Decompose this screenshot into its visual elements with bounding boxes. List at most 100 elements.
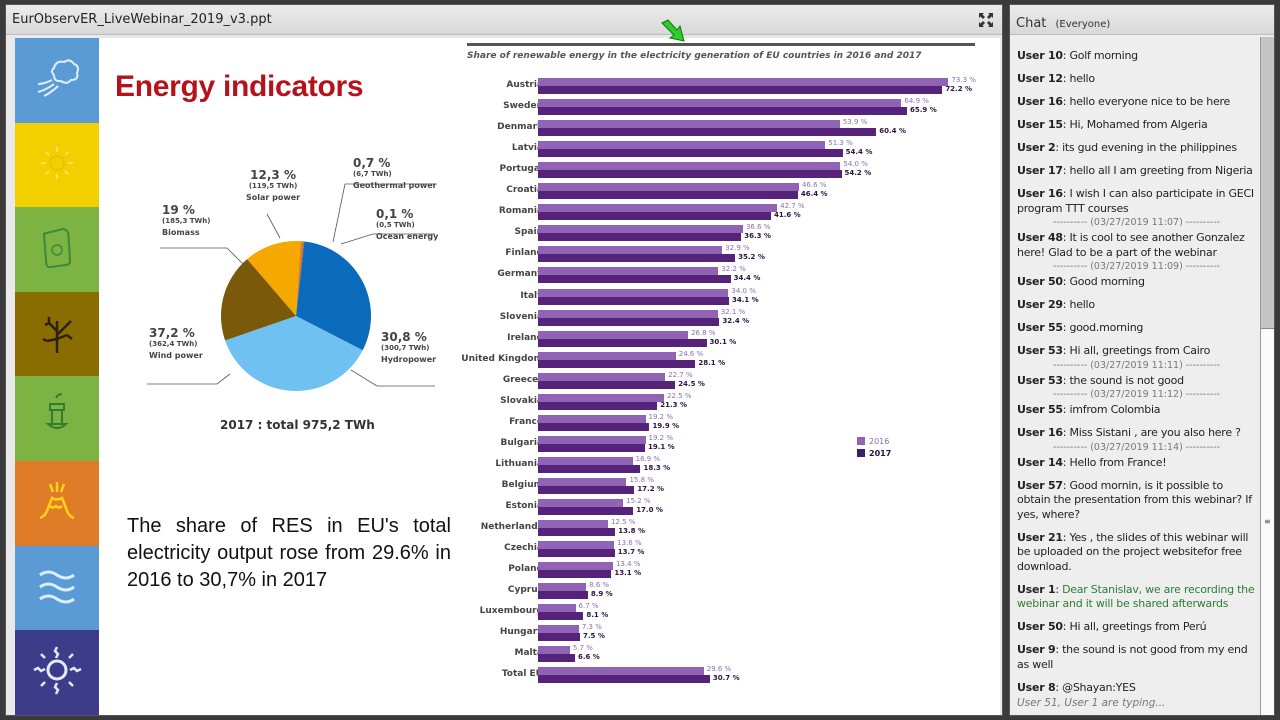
pie-leader-line [160,247,246,267]
bar-category-label: Netherlands [480,522,543,533]
chat-scope[interactable]: (Everyone) [1055,19,1111,30]
bar-value-2016: 73.3 % [951,76,976,84]
chat-message-text: Golf morning [1069,49,1138,62]
pie-leader-line [350,369,435,387]
typing-indicator: User 51, User 1 are typing... [1017,697,1166,709]
chat-scrollbar[interactable]: ≡ [1260,37,1274,715]
bar-value-2016: 15.2 % [626,497,651,505]
chat-message-user: User 10 [1017,49,1063,62]
legend-item-2017: 2017 [857,447,891,459]
bar-value-2016: 32.2 % [721,265,746,274]
chat-message-text: @Shayan:YES [1062,680,1136,694]
bar-value-2016: 6.7 % [578,602,599,611]
bar-2017 [538,170,842,179]
chat-message: User 1: Dear Stanislav, we are recording… [1017,582,1255,611]
bar-row-slovakia: Slovakia 22.5 % 21.3 % [455,392,995,412]
chat-message-text: hello [1069,72,1095,85]
chat-message: User 14: Hello from France! [1017,455,1167,469]
chat-message-user: User 50 [1017,620,1063,633]
ocean-waves-icon [32,561,82,615]
strip-tile-geothermal-volcano [15,460,99,546]
chat-scrollbar-thumb[interactable] [1261,37,1274,329]
chat-message-list[interactable]: User 10: Golf morning User 12: hello User … [1010,37,1260,715]
bar-row-latvia: Latvia 51.3 % 54.4 % [455,139,995,159]
chat-message-user: User 48 [1017,231,1063,244]
bar-2016 [538,414,646,423]
bar-row-greece: Greece* 22.7 % 24.5 % [455,371,995,391]
chat-message: User 57: Good mornin, is it possible to … [1017,478,1252,521]
bar-2017 [538,317,720,326]
legend-swatch-2016 [857,437,865,445]
chat-message-text: Hi all, greetings from Cairo [1069,344,1211,357]
bar-row-portugal: Portugal 54.0 % 54.2 % [455,160,995,180]
bar-value-2017: 60.4 % [879,127,906,136]
chat-message-user: User 16 [1017,95,1063,108]
pie-leader-line [332,183,435,243]
bar-value-2016: 36.6 % [745,223,771,232]
chat-message: User 55: imfrom Colombia [1017,403,1161,416]
chat-message-text: Miss Sistani , are you also here ? [1069,426,1241,439]
bar-2016 [538,78,949,86]
strip-tile-biomass-tree [15,291,99,377]
fullscreen-icon[interactable] [978,12,994,28]
bar-category-label: Hungary [499,627,543,638]
bar-row-france: France 19.2 % 19.9 % [455,413,995,433]
energy-icon-strip [15,38,99,715]
chat-message-user: User 53 [1017,373,1063,387]
bar-value-2016: 16.9 % [635,454,661,463]
bar-2016 [538,288,729,297]
bar-chart-legend: 2016 2017 [857,435,891,459]
pie-leader-line [340,233,435,245]
bar-2017 [538,275,731,284]
bar-value-2016: 29.6 % [706,665,732,674]
bar-2017 [538,107,908,116]
bar-2016 [538,667,704,676]
bar-2016 [538,267,719,276]
chat-message-user: User 14 [1017,455,1063,469]
bar-value-2016: 26.8 % [691,328,716,337]
pie-slice-ocean-energy [296,241,305,316]
bar-value-2016: 19.2 % [648,412,673,421]
bar-category-label: Cyprus [507,585,543,596]
bar-value-2016: 34.0 % [731,286,756,295]
bar-value-2016: 24.6 % [678,349,704,358]
bar-2016 [538,477,627,486]
pie-label-hydro: 30,8 % (300,7 TWh) Hydropower [381,330,437,364]
bar-category-label: Finland [505,248,543,259]
chat-message-text: It is cool to see another Gonzalez here!… [1017,231,1245,259]
chat-message: User 2: its gud evening in the philippin… [1017,141,1237,154]
chat-message: User 9: the sound is not good from my en… [1017,643,1248,671]
chat-message-text: Good morning [1069,275,1145,288]
bar-category-label: Slovakia [500,395,543,406]
bar-value-2016: 53.9 % [842,118,868,127]
chat-message-text: Hi, Mohamed from Algeria [1069,118,1208,131]
chat-message-user: User 17 [1017,164,1063,177]
bar-2016 [538,246,723,255]
bar-value-2016: 46.6 % [801,181,827,190]
chat-timestamp-separator: ---------- (03/27/2019 11:11) ---------- [1052,359,1221,371]
pie-slice-biomass [221,259,296,341]
bar-category-label: France [509,416,543,427]
chat-message: User 50: Hi all, greetings from Perú [1017,620,1207,633]
bar-2016 [538,141,826,150]
bar-2016 [538,541,615,550]
bar-2017 [538,422,650,431]
bar-2017 [538,401,658,410]
bar-value-2016: 19.2 % [648,433,673,442]
chat-message-user: User 57 [1017,478,1063,492]
bar-category-label: Romania [498,206,543,217]
bar-row-total-eu: Total EU 29.6 % 30.7 % [455,665,995,685]
pie-label-biomass: 19 % (185,3 TWh) Biomass [162,203,211,237]
chat-message: User 16: hello everyone nice to be here [1017,95,1231,108]
bar-value-2016: 15.8 % [629,475,654,484]
heat-sun-icon [30,643,84,701]
bar-2017 [538,612,584,621]
chat-message: User 10: Golf morning [1017,49,1138,62]
bar-row-cyprus: Cyprus 8.6 % 8.9 % [455,581,995,601]
bar-row-lithuania: Lithuania 16.9 % 18.3 % [455,455,995,475]
chat-message-user: User 16 [1017,426,1063,439]
bar-2016 [538,625,579,634]
bar-value-2017: 54.4 % [845,148,873,157]
bar-row-croatia: Croatia 46.6 % 46.4 % [455,181,995,201]
bar-2016 [538,583,587,592]
